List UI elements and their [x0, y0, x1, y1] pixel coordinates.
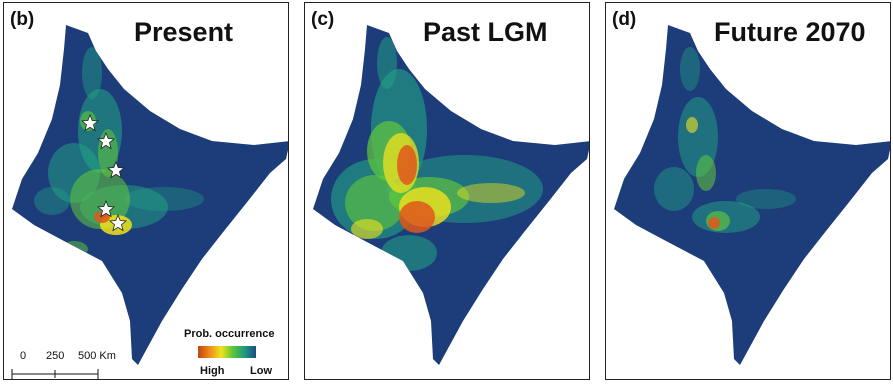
legend-low-label: Low: [250, 365, 272, 377]
legend: Prob. occurrence High Low: [182, 328, 288, 378]
legend-color-ramp: [198, 346, 256, 358]
suitability-patch: [82, 47, 102, 99]
suitability-patch: [94, 211, 110, 223]
legend-high-label: High: [200, 365, 225, 377]
panel-label: (b): [10, 9, 35, 30]
suitability-map: [614, 25, 890, 365]
panel-label: (c): [311, 9, 335, 30]
suitability-patch: [399, 201, 435, 233]
occurrence-star: [108, 213, 128, 232]
scale-bar-line: [11, 369, 99, 379]
occurrence-star: [80, 113, 100, 132]
suitability-patch: [736, 189, 796, 209]
legend-title: Prob. occurrence: [184, 328, 275, 340]
scale-bar: 0 250 500 Km: [10, 350, 116, 379]
panel-past-lgm: (c) Past LGM: [304, 2, 590, 380]
panel-title: Future 2070: [714, 17, 866, 47]
occurrence-star: [96, 199, 116, 218]
suitability-patch: [686, 117, 698, 133]
suitability-patch: [457, 183, 525, 203]
panel-title: Present: [134, 17, 234, 47]
occurrence-markers: [80, 113, 128, 232]
suitability-patch: [654, 167, 694, 211]
panel-label: (d): [612, 9, 637, 30]
map-present: [12, 25, 288, 365]
scale-tick-label: 0: [20, 350, 27, 362]
map-past-lgm: [313, 25, 589, 365]
suitability-patch: [351, 219, 383, 239]
suitability-patch: [34, 187, 70, 215]
panel-future-2070: (d) Future 2070: [605, 2, 891, 380]
occurrence-star: [106, 160, 126, 179]
suitability-patch: [60, 241, 88, 257]
suitability-patch: [696, 155, 716, 191]
suitability-map: [12, 25, 288, 365]
suitability-patch: [124, 187, 204, 211]
scale-tick-label: 500 Km: [78, 350, 116, 362]
land-mass: [614, 25, 890, 365]
suitability-patch: [708, 217, 720, 229]
suitability-patch: [345, 175, 405, 231]
scale-tick-label: 250: [46, 350, 65, 362]
suitability-patch: [680, 47, 700, 91]
map-future-2070: [614, 25, 890, 365]
suitability-patch: [377, 37, 397, 89]
panel-present: (b) Present 0 250 500 Km Prob. occurrenc…: [3, 2, 289, 380]
suitability-patch: [70, 169, 130, 229]
panel-title: Past LGM: [423, 17, 548, 47]
suitability-patch: [381, 235, 437, 271]
suitability-patch: [397, 145, 417, 185]
suitability-map: [313, 25, 589, 365]
occurrence-star: [96, 131, 116, 150]
